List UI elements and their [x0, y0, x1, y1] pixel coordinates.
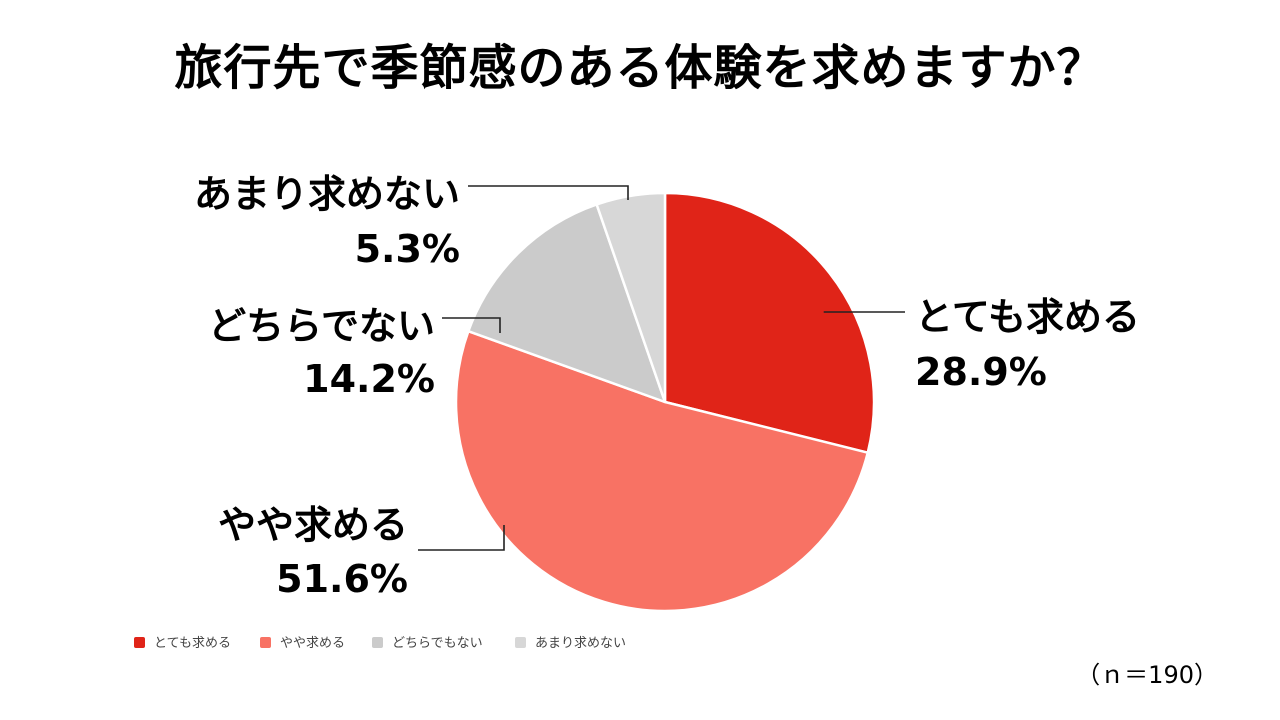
slice-label-value-1: 28.9%: [915, 350, 1047, 394]
legend-label-4: あまり求めない: [535, 636, 626, 651]
sample-size-note: （ｎ＝190）: [1076, 661, 1218, 689]
slice-label-value-4: 5.3%: [355, 227, 460, 271]
slice-label-name-4: あまり求めない: [194, 172, 460, 216]
pie-slice-1: [663, 191, 876, 454]
legend-label-2: やや求める: [280, 636, 345, 651]
legend-swatch-1: [134, 637, 145, 648]
pie-slice-2: [454, 329, 870, 613]
leader-line-2: [418, 525, 505, 551]
pie-slice-3: [467, 203, 667, 404]
leader-line-3: [442, 317, 501, 333]
slice-label-name-1: とても求める: [915, 295, 1140, 339]
slice-label-name-2: やや求める: [218, 503, 408, 547]
legend-swatch-4: [515, 637, 526, 648]
leader-line-4: [468, 185, 629, 200]
legend-label-3: どちらでもない: [392, 636, 483, 651]
chart-title: 旅行先で季節感のある体験を求めますか？: [174, 40, 1106, 96]
slice-label-value-2: 51.6%: [276, 557, 408, 601]
legend-swatch-3: [372, 637, 383, 648]
pie-slice-4: [595, 191, 667, 404]
legend-swatch-2: [260, 637, 271, 648]
slice-label-value-3: 14.2%: [303, 357, 435, 401]
slice-label-name-3: どちらでない: [208, 304, 435, 348]
legend-label-1: とても求める: [154, 636, 231, 651]
